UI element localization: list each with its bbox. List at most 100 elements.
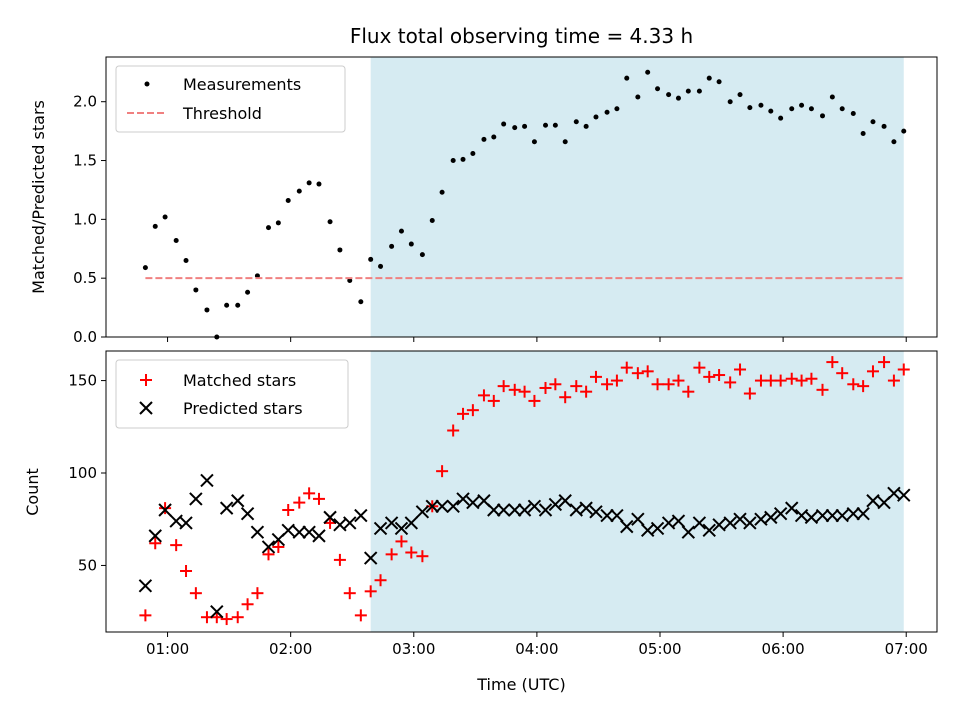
bottom-marks [138,356,911,626]
predicted-stars-point [415,505,430,519]
top-marks [142,69,907,340]
predicted-stars-point [292,525,306,539]
matched-stars-point [149,537,162,550]
measurements-point [696,88,702,94]
measurements-point [727,99,733,105]
matched-stars-point [180,564,193,577]
predicted-stars-point [456,492,470,506]
matched-stars-point [385,548,398,561]
measurements-point [162,214,168,220]
predicted-stars-point [723,516,737,530]
matched-stars-point [570,380,583,393]
predicted-stars-point [200,473,214,488]
matched-stars-point [651,378,664,391]
predicted-stars-point [815,508,830,523]
predicted-stars-point [733,512,747,526]
bottom-y-tick-label: 100 [68,464,97,482]
predicted-stars-point [384,516,399,530]
top-y-tick-label: 2.0 [73,93,97,111]
matched-stars-point [272,540,285,553]
predicted-stars-point [250,525,265,539]
matched-stars-point [220,613,233,626]
matched-stars-point [805,372,818,385]
predicted-stars-point [610,508,624,523]
measurements-point [368,256,374,262]
measurements-point [808,106,814,112]
predicted-stars-point [312,529,326,543]
matched-stars-point [743,387,756,400]
measurements-point [666,92,672,98]
top-legend-box [115,65,346,133]
matched-stars-point [416,550,429,563]
predicted-stars-point [323,510,337,525]
matched-stars-point [139,609,152,622]
measurements-point [204,307,210,313]
legend-matched-marker [140,374,152,386]
predicted-stars-point [343,516,357,530]
bottom-x-axis-label: Time (UTC) [476,675,565,694]
matched-stars-point [282,503,295,516]
legend-measurements-label: Measurements [183,75,301,94]
matched-stars-point [262,548,275,561]
measurements-point [789,106,795,112]
predicted-stars-point [897,488,911,502]
measurements-point [316,181,322,187]
measurements-point [768,108,774,114]
top-y-tick-label: 0.0 [73,328,97,346]
measurements-point [758,102,764,108]
measurements-point [378,263,384,269]
bottom-x-tick-label: 01:00 [146,640,189,658]
predicted-stars-point [148,529,162,543]
matched-stars-point [324,516,337,529]
measurements-point [850,110,856,116]
predicted-stars-point [210,604,224,619]
top-panel: 0.0 0.5 1.0 1.5 2.0 Flux total observing tim… [29,24,938,346]
predicted-stars-point [138,579,153,593]
matched-stars-point [589,370,602,383]
predicted-stars-point [302,525,316,539]
predicted-stars-point [856,506,870,521]
measurements-point [266,225,272,231]
legend-measurements-marker [144,81,150,87]
matched-stars-point [241,598,254,611]
measurements-point [747,105,753,111]
measurements-point [481,136,487,142]
matched-stars-point [436,465,449,478]
matched-stars-point [601,378,614,391]
matched-stars-point [189,587,202,600]
matched-stars-point [528,394,541,407]
measurements-point [737,92,743,98]
predicted-stars-point [804,510,819,525]
predicted-stars-point [773,506,788,521]
measurements-point [685,88,691,94]
matched-stars-point [251,587,264,600]
measurements-point [408,241,414,247]
top-y-tick-label: 0.5 [73,269,97,287]
predicted-stars-point [373,521,388,536]
matched-stars-point [159,502,172,515]
chart-title: Flux total observing time = 4.33 h [350,24,693,48]
predicted-stars-point [600,508,614,523]
predicted-stars-point [496,503,511,517]
measurements-point [512,125,518,131]
predicted-stars-point [425,499,439,513]
matched-stars-point [497,380,510,393]
measurements-point [439,189,445,195]
measurements-point [881,123,887,129]
bottom-highlight-span [370,351,904,632]
predicted-stars-point [508,503,522,517]
measurements-point [306,180,312,186]
bottom-legend-box [115,359,349,429]
matched-stars-point [518,385,531,398]
matched-stars-point [887,374,900,387]
measurements-point [450,158,456,164]
predicted-stars-point [548,497,563,512]
measurements-point [531,139,537,145]
matched-stars-point [303,487,316,500]
matched-stars-point [333,553,346,566]
matched-stars-point [466,404,479,417]
measurements-point [501,121,507,127]
matched-stars-point [897,363,910,376]
matched-stars-point [857,380,870,393]
measurements-point [419,252,425,258]
